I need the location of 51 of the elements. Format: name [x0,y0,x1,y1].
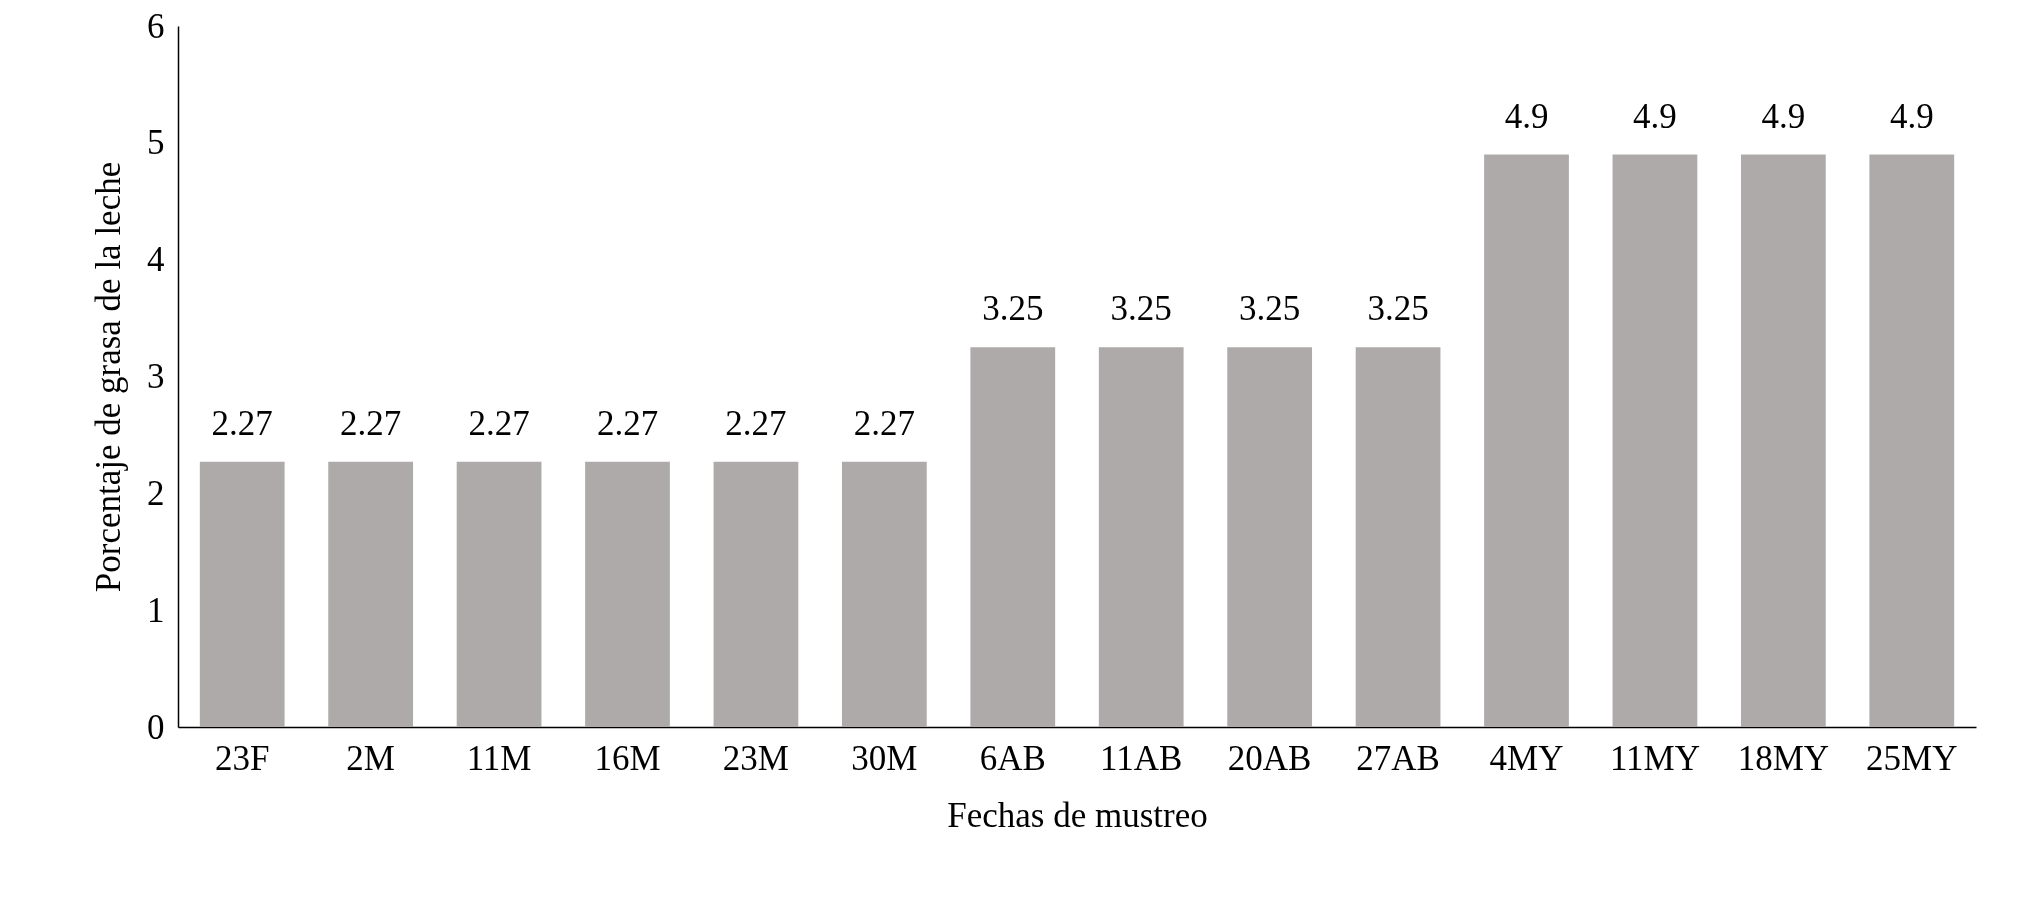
data-label: 2.27 [340,403,402,443]
data-label: 2.27 [596,403,659,443]
data-label: 3.25 [1239,289,1301,329]
x-tick-label: 20AB [1227,738,1312,778]
x-tick-label: 11AB [1100,738,1183,778]
data-label: 4.9 [1504,96,1549,136]
x-tick-label: 6AB [979,738,1046,778]
y-tick-label: 5 [147,123,165,163]
x-axis-title: Fechas de mustreo [947,795,1208,835]
x-tick-label: 4MY [1489,738,1564,778]
data-label: 4.9 [1889,96,1934,136]
bar [1484,154,1569,727]
data-label: 2.27 [725,403,787,443]
x-tick-label: 25MY [1866,738,1958,778]
x-tick-label: 23F [214,738,270,778]
data-label: 4.9 [1633,96,1677,136]
y-tick-label: 1 [147,590,165,630]
bar [585,461,670,727]
y-tick-label: 2 [147,473,165,513]
bar [328,461,414,727]
data-label: 2.27 [468,403,530,443]
bar [1098,347,1184,727]
data-label: 3.25 [1110,289,1172,329]
bar [1355,347,1441,727]
bar [456,461,542,727]
bar [1869,154,1955,727]
bar [1740,154,1826,727]
bar [1227,347,1313,727]
bar [841,461,927,727]
y-tick-label: 4 [147,240,165,280]
bar [1612,154,1698,727]
x-tick-label: 30M [851,738,918,778]
data-label: 4.9 [1761,96,1806,136]
data-label: 2.27 [853,403,915,443]
x-tick-label: 11MY [1609,738,1700,778]
x-tick-label: 23M [722,738,789,778]
x-tick-label: 16M [594,738,661,778]
y-tick-label: 3 [147,357,165,396]
x-tick-label: 2M [346,738,395,778]
data-label: 2.27 [211,403,273,443]
x-tick-label: 11M [466,738,532,778]
bar [199,461,285,727]
bar [713,461,799,727]
data-label: 3.25 [982,289,1044,329]
data-label: 3.25 [1367,289,1429,329]
y-axis-title: Porcentaje de grasa de la leche [89,161,128,593]
x-tick-label: 27AB [1356,738,1440,778]
x-tick-label: 18MY [1737,738,1830,778]
bar [970,347,1056,727]
y-tick-label: 0 [147,707,165,747]
y-tick-label: 6 [147,6,165,46]
